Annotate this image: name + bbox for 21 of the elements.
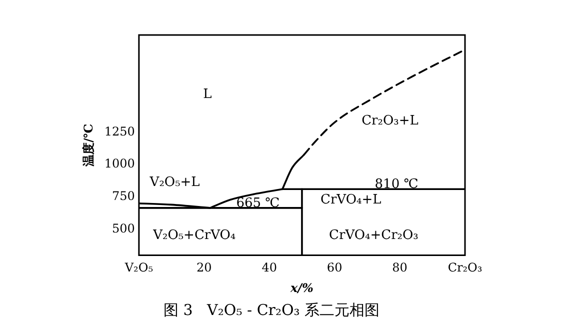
y-tick-label: 1000 xyxy=(104,156,135,171)
x-tick-label: V₂O₅ xyxy=(124,260,154,275)
annotation: 810 ℃ xyxy=(374,176,418,192)
y-tick-label: 750 xyxy=(112,189,135,204)
y-axis-title: 温度/℃ xyxy=(81,124,96,168)
annotation: CrVO₄+Cr₂O₃ xyxy=(329,228,418,243)
annotation: V₂O₅+L xyxy=(148,174,200,190)
x-tick-label: Cr₂O₃ xyxy=(448,260,482,275)
annotation: V₂O₅+CrVO₄ xyxy=(152,228,236,243)
annotation: Cr₂O₃+L xyxy=(362,113,419,128)
x-tick-label: 80 xyxy=(392,260,408,275)
y-tick-label: 500 xyxy=(112,221,135,236)
x-axis-title: x/% xyxy=(289,280,314,295)
x-tick-label: 60 xyxy=(326,260,342,275)
annotation: 665 ℃ xyxy=(236,196,280,211)
y-tick-label: 1250 xyxy=(104,124,135,138)
text: 图 3 V₂O₅ - Cr₂O₃ 系二元相图 xyxy=(163,300,380,319)
annotation: L xyxy=(203,86,212,102)
x-tick-label: 40 xyxy=(262,260,278,275)
annotation: CrVO₄+L xyxy=(320,192,382,208)
x-tick-label: 20 xyxy=(196,260,212,275)
